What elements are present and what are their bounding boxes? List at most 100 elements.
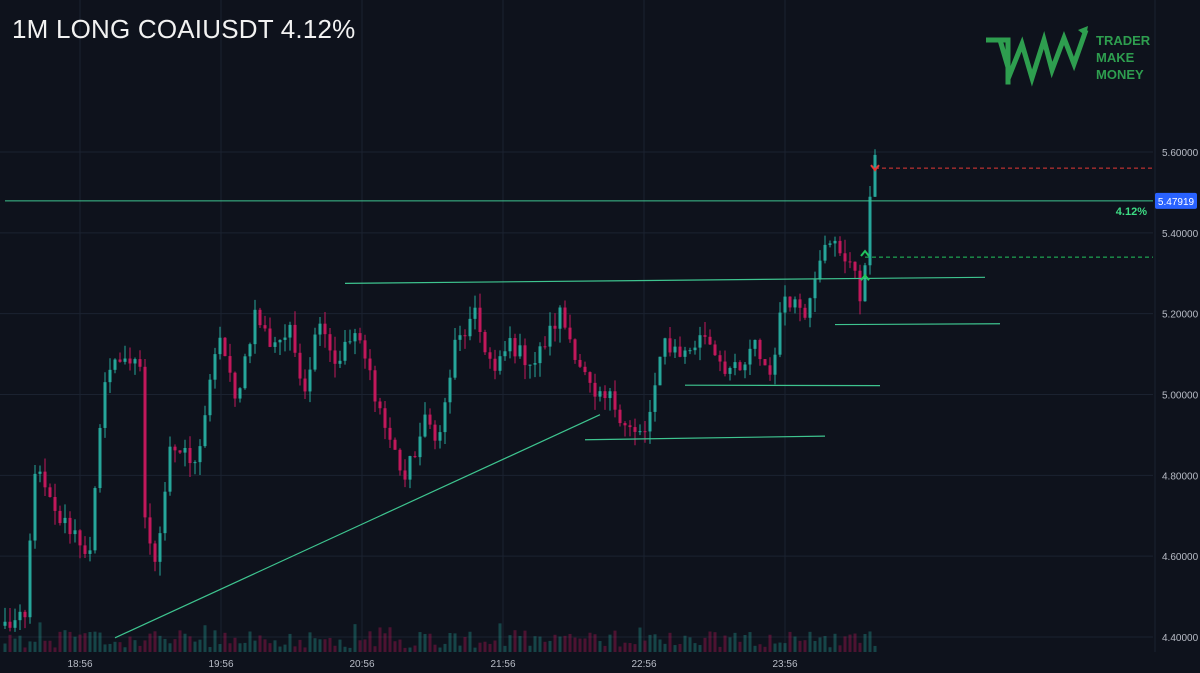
- y-tick-label: 4.80000: [1162, 471, 1199, 482]
- volume-bar: [503, 645, 507, 652]
- candle-body: [653, 385, 657, 412]
- volume-bar: [458, 645, 462, 652]
- candle-body: [148, 517, 152, 544]
- volume-bar: [68, 631, 72, 652]
- candle-body: [628, 425, 632, 428]
- markers-layer: [860, 164, 880, 281]
- candle-body: [853, 261, 857, 271]
- candle-body: [108, 369, 112, 383]
- volume-bar: [568, 633, 572, 652]
- candle-body: [523, 345, 527, 366]
- candle-body: [13, 620, 17, 628]
- volume-bar: [628, 643, 632, 652]
- candle-body: [778, 312, 782, 355]
- volume-bar: [463, 636, 467, 652]
- candle-body: [613, 391, 617, 410]
- candle-body: [28, 540, 32, 618]
- x-tick-label: 18:56: [67, 659, 92, 670]
- volume-bar: [83, 633, 87, 652]
- candle-body: [18, 611, 22, 621]
- volume-bar: [58, 631, 62, 652]
- candle-body: [93, 488, 97, 551]
- volume-bar: [673, 645, 677, 652]
- volume-bar: [168, 643, 172, 652]
- current-price-tag-bg: [1155, 192, 1197, 209]
- volume-bar: [43, 640, 47, 652]
- volume-bar: [218, 644, 222, 652]
- candle-body: [318, 323, 322, 335]
- candle-body: [673, 346, 677, 353]
- y-tick-label: 5.60000: [1162, 148, 1199, 159]
- candle-body: [843, 253, 847, 262]
- entry-marker-icon: [860, 249, 870, 257]
- volume-bar: [853, 633, 857, 652]
- volume-bar: [583, 638, 587, 652]
- candle-body: [548, 325, 552, 347]
- page-title: 1M LONG COAIUSDT 4.12%: [12, 14, 356, 44]
- candle-body: [748, 348, 752, 365]
- candle-body: [48, 487, 52, 498]
- volume-bar: [633, 644, 637, 652]
- volume-bar: [483, 641, 487, 652]
- candle-body: [173, 446, 177, 451]
- volume-bar: [748, 632, 752, 652]
- candle-body: [368, 358, 372, 371]
- candle-body: [798, 299, 802, 308]
- volume-bar: [508, 635, 512, 652]
- candle-body: [138, 359, 142, 367]
- candle-body: [793, 299, 797, 308]
- volume-bar: [808, 631, 812, 652]
- volume-bar: [803, 640, 807, 652]
- volume-bar: [163, 638, 167, 652]
- candle-body: [423, 414, 427, 437]
- volume-bar: [678, 643, 682, 652]
- candle-body: [73, 530, 77, 535]
- candle-body: [723, 361, 727, 374]
- volume-bar: [553, 634, 557, 652]
- volume-bar: [643, 640, 647, 652]
- volume-bar: [143, 640, 147, 652]
- candle-body: [788, 296, 792, 308]
- volume-bar: [333, 645, 337, 652]
- volume-bar: [128, 636, 132, 652]
- candle-body: [868, 196, 872, 266]
- candle-body: [668, 338, 672, 353]
- candle-body: [438, 432, 442, 441]
- candle-body: [128, 358, 132, 364]
- candle-body: [533, 363, 537, 365]
- brand-line-2: MAKE: [1096, 50, 1135, 65]
- candle-body: [443, 402, 447, 433]
- candle-body: [558, 307, 562, 329]
- volume-bar: [53, 647, 57, 652]
- candle-body: [343, 341, 347, 361]
- candle-body: [738, 362, 742, 371]
- volume-bar: [363, 639, 367, 652]
- candle-body: [698, 335, 702, 348]
- volume-bar: [453, 633, 457, 652]
- volume-bar: [608, 634, 612, 652]
- candle-body: [243, 356, 247, 389]
- candle-body: [53, 497, 57, 511]
- candle-body: [728, 368, 732, 374]
- candle-body: [648, 411, 652, 432]
- candle-body: [118, 359, 122, 362]
- candle-body: [718, 355, 722, 362]
- candle-body: [283, 337, 287, 340]
- volume-bar: [638, 627, 642, 652]
- candle-body: [703, 335, 707, 337]
- volume-bar: [38, 622, 42, 652]
- volume-bar: [28, 641, 32, 652]
- volume-bar: [88, 632, 92, 652]
- candle-body: [478, 307, 482, 332]
- candle-body: [633, 427, 637, 432]
- candle-body: [393, 439, 397, 450]
- candle-body: [783, 296, 787, 313]
- candle-body: [543, 346, 547, 348]
- volume-bar: [8, 634, 12, 652]
- volume-bar: [33, 641, 37, 652]
- volume-bar: [478, 642, 482, 652]
- volume-bar: [238, 643, 242, 652]
- volume-bar: [543, 641, 547, 652]
